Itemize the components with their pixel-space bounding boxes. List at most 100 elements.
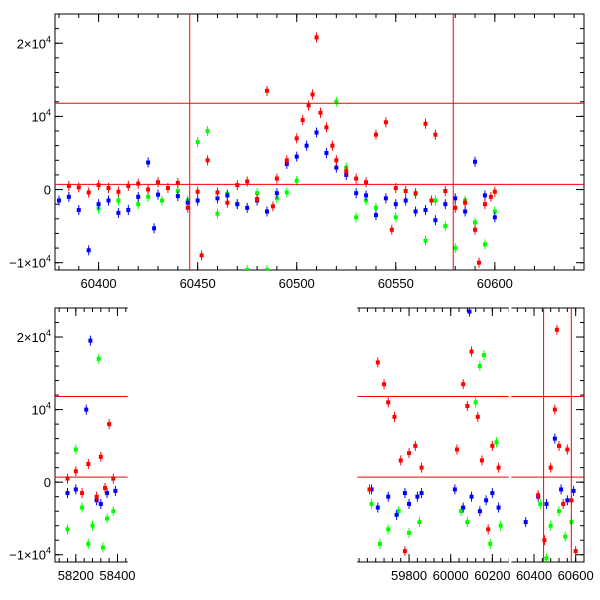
data-point-blue — [105, 491, 110, 496]
data-point-green — [255, 191, 260, 196]
data-point-blue — [126, 208, 131, 213]
data-point-red — [573, 549, 578, 554]
data-point-blue — [96, 202, 101, 207]
data-point-green — [90, 523, 95, 528]
data-point-blue — [433, 218, 438, 223]
data-point-green — [146, 194, 151, 199]
data-point-red — [146, 187, 151, 192]
data-point-red — [156, 180, 161, 185]
x-tick-label: 58200 — [58, 568, 94, 583]
axis-break — [508, 307, 512, 563]
data-point-red — [386, 400, 391, 405]
x-tick-label: 60550 — [378, 276, 414, 291]
data-point-green — [459, 509, 464, 514]
x-tick-label: 60600 — [558, 568, 594, 583]
data-point-red — [205, 158, 210, 163]
data-point-red — [294, 136, 299, 141]
data-point-green — [136, 202, 141, 207]
y-tick-label: 2×104 — [17, 328, 51, 345]
data-point-red — [264, 88, 269, 93]
data-point-green — [482, 353, 487, 358]
data-point-blue — [496, 505, 501, 510]
data-point-blue — [407, 501, 412, 506]
data-point-red — [284, 158, 289, 163]
data-point-blue — [264, 209, 269, 214]
data-point-green — [65, 527, 70, 532]
data-point-red — [94, 494, 99, 499]
data-point-red — [300, 118, 305, 123]
data-point-red — [492, 189, 497, 194]
data-point-blue — [477, 509, 482, 514]
data-point-green — [73, 447, 78, 452]
data-point-green — [159, 198, 164, 203]
data-point-blue — [461, 505, 466, 510]
data-point-red — [324, 125, 329, 130]
data-point-red — [419, 465, 424, 470]
data-point-red — [536, 493, 541, 498]
y-tick-label: 0 — [44, 183, 51, 198]
data-point-green — [175, 189, 180, 194]
data-point-red — [488, 194, 493, 199]
data-point-red — [310, 92, 315, 97]
data-point-blue — [383, 196, 388, 201]
top-panel: 60400 60450 60500 60550 60600 −1×104 0 104 2×104 — [9, 13, 585, 291]
data-point-blue — [84, 407, 89, 412]
data-point-red — [565, 447, 570, 452]
data-point-red — [175, 180, 180, 185]
data-point-red — [66, 183, 71, 188]
data-point-green — [492, 209, 497, 214]
data-point-blue — [490, 491, 495, 496]
plot-frame — [54, 13, 585, 271]
data-point-blue — [484, 498, 489, 503]
data-point-red — [364, 180, 369, 185]
data-point-blue — [473, 159, 478, 164]
data-point-blue — [413, 209, 418, 214]
data-point-red — [490, 443, 495, 448]
data-point-red — [454, 447, 459, 452]
data-point-red — [274, 176, 279, 181]
data-point-red — [314, 35, 319, 40]
data-point-blue — [116, 210, 121, 215]
data-point-blue — [423, 208, 428, 213]
data-point-blue — [225, 193, 230, 198]
data-point-red — [76, 185, 81, 190]
data-point-red — [433, 132, 438, 137]
data-point-blue — [136, 194, 141, 199]
data-point-blue — [304, 143, 309, 148]
data-point-blue — [386, 494, 391, 499]
data-point-blue — [152, 226, 157, 231]
data-point-red — [552, 407, 557, 412]
y-tick-label: 2×104 — [17, 34, 51, 51]
data-point-green — [563, 534, 568, 539]
data-point-red — [80, 491, 85, 496]
data-point-red — [235, 183, 240, 188]
data-point-green — [494, 440, 499, 445]
data-point-green — [195, 140, 200, 144]
data-point-green — [215, 211, 220, 216]
y-tick-label: −1×104 — [9, 546, 51, 563]
data-point-green — [433, 198, 438, 203]
data-point-red — [443, 189, 448, 194]
data-point-blue — [235, 202, 240, 207]
data-point-blue — [98, 501, 103, 506]
data-point-red — [463, 200, 468, 205]
data-point-green — [544, 556, 549, 561]
data-point-green — [86, 541, 91, 546]
data-point-red — [473, 227, 478, 232]
data-point-red — [136, 181, 141, 186]
data-point-green — [443, 224, 448, 229]
x-tick-label: 60450 — [180, 276, 216, 291]
data-point-blue — [334, 165, 339, 170]
data-point-green — [100, 545, 105, 550]
data-point-blue — [415, 494, 420, 499]
data-point-blue — [65, 491, 70, 496]
data-point-green — [488, 541, 493, 546]
data-point-blue — [324, 150, 329, 155]
data-point-red — [557, 443, 562, 448]
data-point-red — [165, 186, 170, 191]
data-point-red — [398, 458, 403, 463]
data-point-red — [486, 527, 491, 532]
data-point-green — [373, 205, 378, 210]
data-point-blue — [467, 309, 472, 314]
data-point-green — [498, 523, 503, 528]
